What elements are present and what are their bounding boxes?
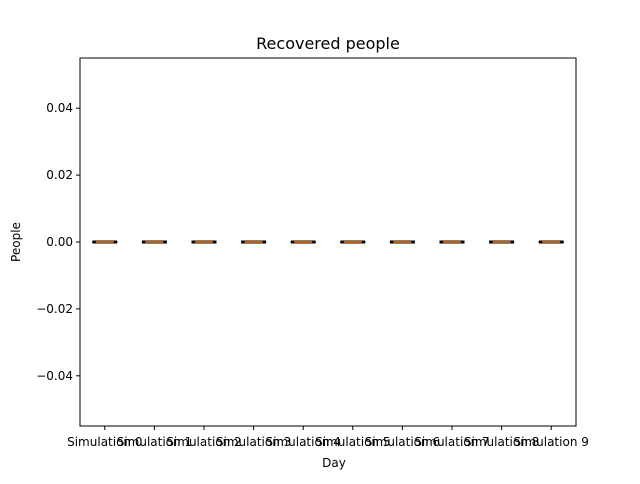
x-tick-label: Simulation 7 <box>414 435 489 449</box>
x-tick-label: Simulation 3 <box>216 435 291 449</box>
y-tick-label: 0.04 <box>46 101 73 115</box>
box-4 <box>290 240 316 244</box>
box-9 <box>538 240 564 244</box>
box-plot-series <box>92 240 564 244</box>
x-tick-label: Simulation 4 <box>266 435 341 449</box>
x-axis-label: Day <box>322 456 346 470</box>
x-tick-label: Simulation 6 <box>365 435 440 449</box>
y-tick-label: −0.04 <box>36 369 73 383</box>
x-tick-label: Simulation 1 <box>117 435 192 449</box>
y-tick-label: −0.02 <box>36 302 73 316</box>
x-tick-label: Simulation 9 <box>514 435 589 449</box>
box-3 <box>241 240 267 244</box>
x-tick-label: Simulation 5 <box>315 435 390 449</box>
x-tick-label: Simulation 8 <box>464 435 539 449</box>
x-tick-label: Simulation 0 <box>67 435 142 449</box>
box-2 <box>191 240 217 244</box>
y-axis: −0.04 −0.02 0.00 0.02 0.04 <box>36 101 80 383</box>
box-6 <box>389 240 415 244</box>
plot-area-frame <box>79 57 577 427</box>
x-tick-label: Simulation 2 <box>166 435 241 449</box>
box-0 <box>92 240 118 244</box>
y-axis-label: People <box>9 222 23 262</box>
chart-title: Recovered people <box>256 34 400 53</box>
box-7 <box>439 240 465 244</box>
y-tick-label: 0.02 <box>46 168 73 182</box>
box-8 <box>489 240 515 244</box>
box-1 <box>141 240 167 244</box>
box-5 <box>340 240 366 244</box>
y-tick-label: 0.00 <box>46 235 73 249</box>
